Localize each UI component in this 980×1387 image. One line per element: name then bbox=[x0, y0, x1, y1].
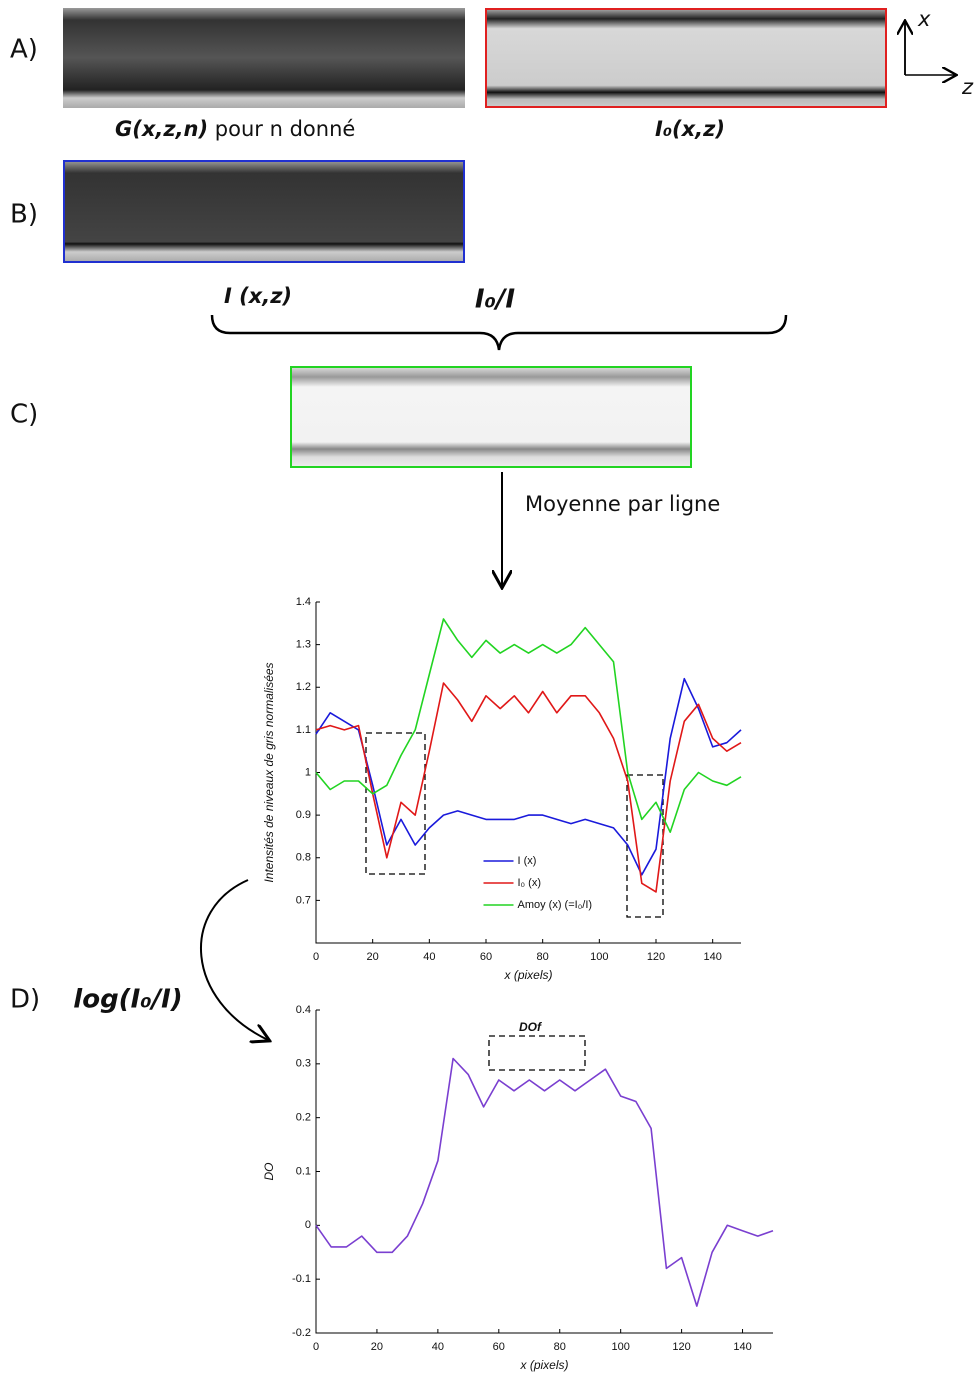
x-tick-label: 40 bbox=[432, 1341, 444, 1353]
y-tick-label: 0.4 bbox=[296, 1004, 311, 1016]
series-line bbox=[315, 1057, 774, 1307]
caption-g-rest: pour n donné bbox=[215, 117, 356, 141]
y-tick-label: 0.8 bbox=[296, 852, 311, 864]
log-label: log(I₀/I) bbox=[73, 985, 182, 1015]
x-axis-label: x (pixels) bbox=[503, 968, 552, 982]
panel-label: A) bbox=[10, 35, 38, 65]
x-tick-label: 40 bbox=[423, 951, 435, 963]
y-tick-label: 0.3 bbox=[296, 1058, 311, 1070]
y-tick-label: 1.1 bbox=[296, 724, 311, 736]
mean-label: Moyenne par ligne bbox=[525, 492, 720, 516]
y-tick-label: -0.2 bbox=[292, 1327, 311, 1339]
image-ratio bbox=[290, 366, 692, 468]
image-i0 bbox=[485, 8, 887, 108]
x-tick-label: 80 bbox=[537, 951, 549, 963]
x-tick-label: 100 bbox=[590, 951, 608, 963]
x-tick-label: 140 bbox=[733, 1341, 751, 1353]
x-tick-label: 120 bbox=[672, 1341, 690, 1353]
caption-i: I (x,z) bbox=[224, 284, 292, 308]
x-tick-label: 140 bbox=[703, 951, 721, 963]
image-i bbox=[63, 160, 465, 263]
y-axis-label: DO bbox=[262, 1163, 276, 1181]
series-line bbox=[315, 682, 742, 893]
y-tick-label: 1 bbox=[305, 766, 311, 778]
axis-x-label: x bbox=[917, 7, 931, 31]
legend-label: Amoy (x) (=I₀/I) bbox=[518, 899, 593, 911]
x-tick-label: 80 bbox=[554, 1341, 566, 1353]
panel-label: D) bbox=[10, 985, 40, 1015]
x-tick-label: 20 bbox=[371, 1341, 383, 1353]
curved-arrow bbox=[200, 879, 268, 1040]
legend-label: I (x) bbox=[518, 855, 537, 867]
brace bbox=[210, 314, 788, 351]
dashed-boxes bbox=[365, 732, 664, 1071]
y-tick-label: 0.2 bbox=[296, 1112, 311, 1124]
y-tick-label: 0.7 bbox=[296, 894, 311, 906]
caption-i0: I₀(x,z) bbox=[655, 117, 725, 141]
axes bbox=[315, 1010, 773, 1334]
y-tick-label: 0.9 bbox=[296, 809, 311, 821]
legend-label: I₀ (x) bbox=[518, 877, 542, 889]
ratio-label: I₀/I bbox=[475, 285, 516, 315]
series-line bbox=[315, 677, 742, 876]
panel-label: C) bbox=[10, 400, 38, 430]
x-tick-label: 0 bbox=[313, 951, 319, 963]
x-tick-label: 0 bbox=[313, 1341, 319, 1353]
x-tick-label: 60 bbox=[493, 1341, 505, 1353]
y-tick-label: 0 bbox=[305, 1219, 311, 1231]
x-tick-label: 120 bbox=[647, 951, 665, 963]
x-axis-label: x (pixels) bbox=[519, 1358, 568, 1372]
y-tick-label: 0.1 bbox=[296, 1165, 311, 1177]
x-tick-label: 60 bbox=[480, 951, 492, 963]
y-tick-label: 1.2 bbox=[296, 681, 311, 693]
panel-label: B) bbox=[10, 200, 38, 230]
caption-g: G(x,z,n) pour n donné bbox=[115, 117, 355, 141]
x-tick-label: 100 bbox=[611, 1341, 629, 1353]
image-g bbox=[63, 8, 465, 108]
caption-g-bold: G(x,z,n) bbox=[115, 117, 208, 141]
y-axis-label: Intensités de niveaux de gris normalisée… bbox=[262, 662, 276, 882]
y-tick-label: 1.4 bbox=[296, 596, 311, 608]
axis-z-label: z bbox=[961, 75, 974, 99]
x-tick-label: 20 bbox=[367, 951, 379, 963]
y-tick-label: 1.3 bbox=[296, 639, 311, 651]
annotation: DOf bbox=[519, 1020, 542, 1034]
y-tick-label: -0.1 bbox=[292, 1273, 311, 1285]
series-line bbox=[315, 618, 742, 833]
